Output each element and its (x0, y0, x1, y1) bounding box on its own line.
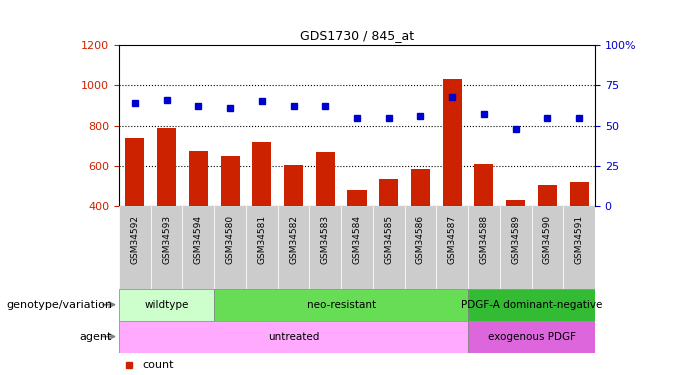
Bar (214, 206, 246, 289)
Bar (347, 190, 367, 206)
Text: GSM34581: GSM34581 (257, 214, 267, 264)
Title: GDS1730 / 845_at: GDS1730 / 845_at (300, 30, 414, 42)
Bar (506, 200, 525, 206)
Text: GSM34590: GSM34590 (543, 214, 552, 264)
Bar (316, 152, 335, 206)
Text: PDGF-A dominant-negative: PDGF-A dominant-negative (461, 300, 602, 310)
Bar (468, 321, 595, 352)
Bar (411, 169, 430, 206)
Bar (119, 321, 468, 352)
Bar (220, 156, 239, 206)
Text: genotype/variation: genotype/variation (6, 300, 112, 310)
Bar (157, 128, 176, 206)
Bar (443, 79, 462, 206)
Bar (119, 206, 151, 289)
Bar (538, 185, 557, 206)
Text: GSM34585: GSM34585 (384, 214, 393, 264)
Text: GSM34586: GSM34586 (416, 214, 425, 264)
Bar (405, 206, 437, 289)
Text: count: count (143, 360, 174, 370)
Bar (246, 206, 277, 289)
Text: GSM34584: GSM34584 (352, 214, 362, 264)
Bar (119, 289, 214, 321)
Bar (252, 142, 271, 206)
Text: neo-resistant: neo-resistant (307, 300, 375, 310)
Bar (373, 206, 405, 289)
Bar (151, 206, 182, 289)
Bar (468, 206, 500, 289)
Text: GSM34583: GSM34583 (321, 214, 330, 264)
Bar (125, 138, 144, 206)
Text: GSM34592: GSM34592 (131, 214, 139, 264)
Text: GSM34580: GSM34580 (226, 214, 235, 264)
Bar (468, 289, 595, 321)
Bar (570, 182, 589, 206)
Text: GSM34591: GSM34591 (575, 214, 583, 264)
Text: GSM34594: GSM34594 (194, 214, 203, 264)
Text: GSM34587: GSM34587 (447, 214, 457, 264)
Bar (379, 179, 398, 206)
Bar (532, 206, 563, 289)
Text: agent: agent (80, 332, 112, 342)
Text: GSM34593: GSM34593 (162, 214, 171, 264)
Bar (182, 206, 214, 289)
Bar (277, 206, 309, 289)
Text: exogenous PDGF: exogenous PDGF (488, 332, 575, 342)
Text: GSM34582: GSM34582 (289, 214, 298, 264)
Text: untreated: untreated (268, 332, 319, 342)
Bar (475, 164, 494, 206)
Bar (437, 206, 468, 289)
Bar (563, 206, 595, 289)
Text: GSM34589: GSM34589 (511, 214, 520, 264)
Bar (189, 151, 208, 206)
Text: wildtype: wildtype (144, 300, 189, 310)
Bar (284, 165, 303, 206)
Bar (500, 206, 532, 289)
Text: GSM34588: GSM34588 (479, 214, 488, 264)
Bar (341, 206, 373, 289)
Bar (214, 289, 468, 321)
Bar (309, 206, 341, 289)
